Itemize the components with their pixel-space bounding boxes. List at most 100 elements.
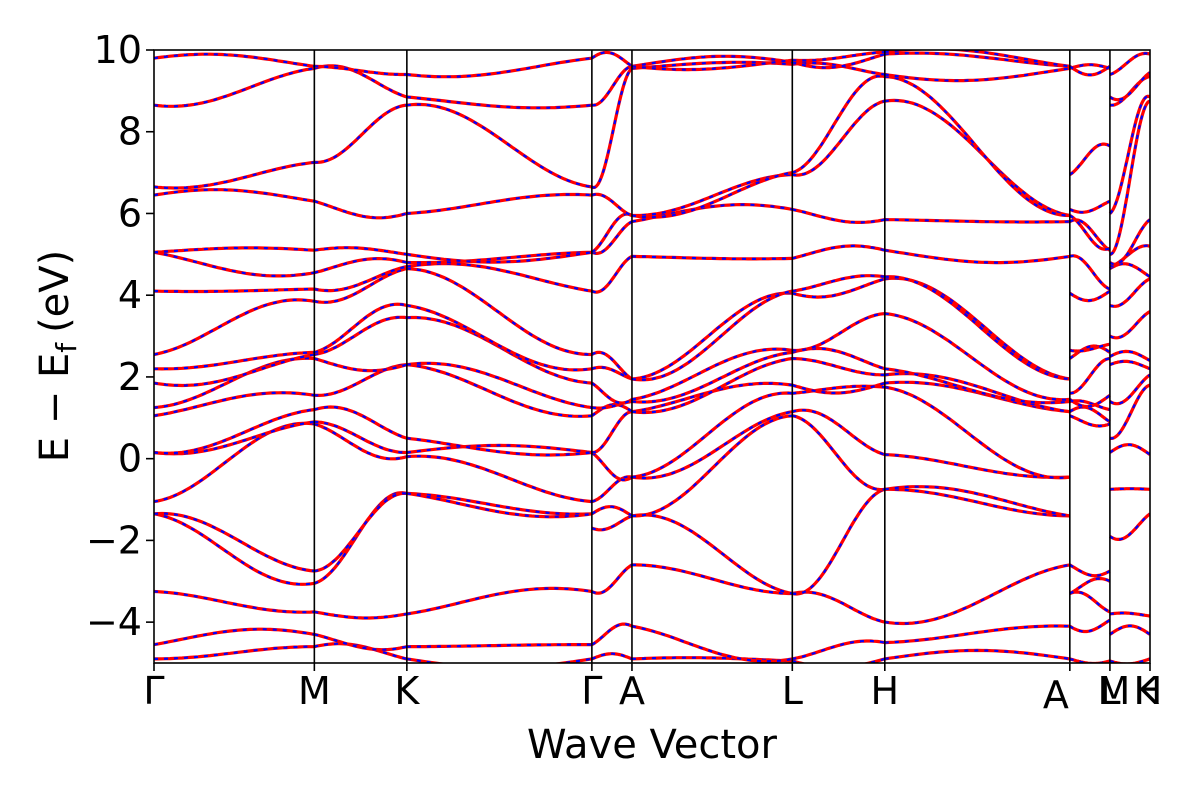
high-symmetry-lines bbox=[313, 50, 1111, 663]
band-line-blue bbox=[313, 491, 408, 585]
band-line-red bbox=[591, 622, 633, 647]
band-line-blue bbox=[406, 251, 592, 264]
band-line-red bbox=[154, 512, 315, 586]
band-line-red bbox=[313, 302, 408, 354]
band-line-blue bbox=[1069, 399, 1111, 411]
band-line-red bbox=[631, 381, 793, 414]
band-line-blue bbox=[632, 173, 793, 217]
band-line-blue bbox=[792, 312, 885, 352]
x-tick-label: A bbox=[619, 669, 645, 713]
band-line-blue bbox=[884, 52, 1070, 68]
band-line-red bbox=[791, 74, 886, 175]
band-line-blue bbox=[1069, 63, 1111, 70]
band-line-blue bbox=[154, 67, 315, 108]
x-tick-label: H bbox=[1134, 669, 1163, 713]
band-line-blue bbox=[1069, 414, 1111, 428]
band-line-blue bbox=[1069, 343, 1111, 353]
band-line-blue bbox=[884, 563, 1070, 625]
band-line-blue bbox=[1069, 344, 1111, 360]
band-line-blue bbox=[631, 513, 793, 595]
band-line-blue bbox=[314, 492, 407, 573]
band-line-red bbox=[406, 303, 593, 372]
band-line-blue bbox=[154, 420, 315, 455]
band-line-blue bbox=[1109, 384, 1150, 440]
band-line-red bbox=[1069, 218, 1111, 252]
band-line-red bbox=[314, 610, 408, 620]
x-tick-label: L bbox=[1099, 669, 1120, 713]
band-line-red bbox=[884, 98, 1071, 218]
band-line-red bbox=[792, 414, 886, 492]
band-line-blue bbox=[591, 220, 633, 255]
band-line-red bbox=[591, 192, 633, 218]
band-line-red bbox=[884, 248, 1071, 265]
band-line-red bbox=[591, 64, 633, 107]
band-line-blue bbox=[884, 649, 1070, 660]
band-line-blue bbox=[631, 347, 793, 401]
band-line-red bbox=[792, 312, 885, 353]
band-line-blue bbox=[314, 303, 408, 354]
band-line-blue bbox=[154, 188, 315, 203]
band-line-blue bbox=[884, 75, 1070, 217]
band-line-red bbox=[1068, 618, 1111, 634]
band-line-blue bbox=[591, 505, 633, 517]
band-line-blue bbox=[1109, 373, 1150, 405]
band-line-red bbox=[590, 381, 633, 405]
band-line-red bbox=[1068, 142, 1111, 176]
band-line-red bbox=[792, 639, 886, 661]
y-axis-label: E − Ef (eV) bbox=[32, 250, 83, 463]
band-line-red bbox=[1109, 51, 1150, 77]
band-line-blue bbox=[314, 267, 408, 304]
band-line-blue bbox=[1069, 218, 1111, 252]
band-line-blue bbox=[791, 74, 886, 174]
band-line-blue bbox=[792, 414, 885, 491]
band-line-red bbox=[791, 52, 886, 70]
x-axis-label: Wave Vector bbox=[527, 722, 778, 768]
band-line-blue bbox=[1109, 95, 1150, 215]
band-line-blue bbox=[154, 628, 315, 646]
band-line-blue bbox=[884, 624, 1070, 644]
band-line-red bbox=[884, 276, 1071, 381]
x-tick-label: M bbox=[298, 669, 331, 713]
band-line-red bbox=[1069, 356, 1111, 395]
band-line-blue bbox=[1109, 443, 1150, 456]
band-line-red bbox=[884, 648, 1071, 661]
band-line-blue bbox=[406, 363, 592, 418]
band-line-blue bbox=[1069, 577, 1111, 595]
band-line-blue bbox=[1109, 262, 1150, 278]
band-line-blue bbox=[406, 492, 592, 516]
band-line-blue bbox=[591, 193, 633, 217]
band-line-red bbox=[884, 624, 1070, 645]
band-line-blue bbox=[406, 444, 593, 454]
band-line-blue bbox=[1109, 512, 1150, 541]
band-line-blue bbox=[1109, 71, 1150, 101]
band-line-blue bbox=[631, 255, 793, 260]
band-line-blue bbox=[884, 488, 1070, 517]
band-line-blue bbox=[1069, 200, 1111, 214]
band-line-blue bbox=[154, 288, 315, 293]
band-line-red bbox=[154, 160, 315, 190]
band-line-blue bbox=[591, 351, 633, 380]
band-line-red bbox=[313, 491, 408, 585]
band-line-red bbox=[791, 244, 886, 260]
band-line-blue bbox=[1109, 277, 1150, 308]
band-line-red bbox=[884, 385, 1070, 480]
band-line-red bbox=[406, 192, 593, 216]
band-line-blue bbox=[406, 304, 593, 371]
band-line-red bbox=[406, 262, 593, 293]
band-line-blue bbox=[631, 351, 793, 404]
band-line-red bbox=[791, 381, 886, 395]
band-line-red bbox=[313, 632, 408, 652]
band-line-blue bbox=[314, 405, 408, 440]
band-line-red bbox=[314, 246, 408, 256]
band-line-blue bbox=[406, 492, 593, 518]
band-line-red bbox=[154, 298, 315, 357]
band-line-red bbox=[631, 410, 793, 480]
band-line-red bbox=[591, 563, 633, 595]
band-line-red bbox=[314, 64, 407, 77]
band-line-blue bbox=[632, 563, 793, 595]
band-line-red bbox=[632, 414, 793, 518]
band-line-blue bbox=[406, 362, 593, 409]
band-line-blue bbox=[406, 193, 592, 215]
band-line-blue bbox=[1109, 100, 1150, 256]
y-axis-label-unit: (eV) bbox=[32, 250, 78, 333]
